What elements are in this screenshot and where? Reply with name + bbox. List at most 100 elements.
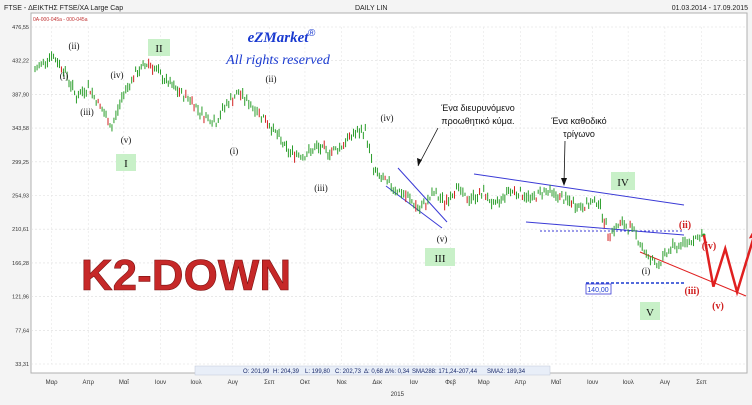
note-expanding-line-1: Ένα διευρυνόμενο [440, 103, 514, 113]
y-tick-label: 476,55 [12, 25, 29, 31]
note-triangle-arrowhead [561, 178, 567, 186]
date-range: 01.03.2014 - 17.09.2015 [672, 5, 748, 12]
wave-label-major-iv: IV [617, 177, 629, 189]
y-tick-label: 254,93 [12, 194, 29, 200]
y-tick-label: 166,28 [12, 261, 29, 267]
note-expanding-line-2: προωθητικό κύμα. [441, 116, 514, 126]
ohlc-sma288: SMA288: 171,24-207,44 [412, 369, 478, 375]
wave-label-ii-b: (ii) [266, 74, 277, 84]
x-tick-label: Σεπ [264, 380, 275, 386]
note-triangle-arrow [563, 140, 566, 185]
ohlc-bar [194, 365, 551, 376]
x-tick-label: Αυγ [228, 380, 238, 386]
x-tick-label: Μαρ [46, 380, 58, 386]
wave-label-iv-c: (iv) [702, 241, 716, 252]
triangle-upper-trendline [473, 173, 685, 206]
instrument-sub: 0A-000-045a - 000-045a [33, 17, 88, 23]
projection-wave-labels: (ii) (iii) (iv) (v) [679, 220, 724, 312]
trendlines [385, 167, 747, 297]
watermark-rights: All rights reserved [225, 53, 331, 68]
wave-label-ii-a: (ii) [69, 41, 80, 51]
x-tick-label: Ιουν [587, 380, 598, 386]
wave-label-major-iii: III [435, 253, 446, 265]
x-tick-label: Ιουν [155, 380, 166, 386]
x-tick-label: Ιουλ [623, 380, 634, 386]
support-label-box [585, 283, 612, 295]
ohlc-low: L: 199,80 [305, 369, 331, 375]
note-expanding-arrow [417, 127, 439, 167]
wave-box-major-i [116, 154, 136, 171]
wave-label-iii-c: (iii) [685, 286, 700, 297]
y-tick-label: 387,90 [12, 92, 29, 98]
wave-label-i-c: (i) [642, 266, 651, 276]
wave-label-iii-a: (iii) [80, 107, 94, 117]
chart-mode: DAILY LIN [355, 5, 387, 12]
x-tick-label: Ιαν [410, 380, 418, 386]
y-tick-label: 77,64 [15, 328, 29, 334]
y-tick-label: 343,58 [12, 126, 29, 132]
ohlc-values: O: 201,99 H: 204,39 L: 199,80 C: 202,73 … [243, 369, 526, 375]
x-tick-label: Νοε [336, 380, 347, 386]
grid [31, 26, 747, 365]
x-tick-label: Μαΐ [119, 379, 129, 386]
projection-arrowhead [748, 232, 752, 239]
minor-wave-labels: (ii) (i) (iv) (iii) (v) (ii) (i) (iii) (… [60, 41, 651, 276]
wave-box-major-ii [148, 39, 170, 56]
wave-box-major-iii [425, 248, 455, 266]
y-axis: 476,55 432,22 387,90 343,58 299,25 254,93 210,… [12, 25, 29, 368]
expanding-upper-trendline [397, 167, 448, 223]
wave-label-i-b: (i) [230, 146, 239, 156]
x-year-label: 2015 [391, 392, 405, 398]
support-label: 140,00 [587, 287, 609, 294]
x-axis: Μαρ Απρ Μαΐ Ιουν Ιουλ Αυγ Σεπ Οκτ Νοε Δεκ Ιαν Φεβ Μα… [46, 379, 707, 398]
ohlc-close: C: 202,73 [335, 369, 362, 375]
y-tick-label: 33,31 [15, 362, 29, 368]
x-tick-label: Απρ [82, 380, 94, 386]
note-triangle-line-1: Ένα καθοδικό [550, 116, 606, 126]
wave-label-iv-a: (iv) [111, 70, 124, 80]
instrument-title: FTSE - ΔΕΙΚΤΗΣ FTSE/XA Large Cap [4, 5, 123, 12]
projection-path [702, 232, 752, 297]
triangle-lower-trendline [525, 221, 685, 236]
ohlc-delta: Δ: 0,68 [364, 369, 384, 375]
wave-label-iii-b: (iii) [314, 183, 328, 193]
x-tick-label: Δεκ [372, 380, 383, 386]
projection-line [702, 234, 752, 297]
x-tick-label: Ιουλ [190, 380, 201, 386]
plot-area [30, 12, 748, 374]
ohlc-high: H: 204,39 [273, 369, 300, 375]
x-tick-label: Φεβ [445, 380, 456, 386]
x-tick-label: Μαρ [478, 380, 490, 386]
note-triangle-line-2: τρίγωνο [563, 129, 595, 139]
wave-label-i-a: (i) [60, 71, 69, 81]
watermark-brand: eZMarket [248, 30, 310, 46]
headline-text: K2-DOWN [81, 251, 291, 300]
ohlc-open: O: 201,99 [243, 369, 270, 375]
wave-label-major-i: I [124, 158, 128, 170]
red-channel-line [639, 251, 747, 297]
price-series [34, 51, 706, 270]
x-tick-label: Αυγ [660, 380, 670, 386]
y-tick-label: 432,22 [12, 59, 29, 65]
ohlc-delta-pct: Δ%: 0,34 [385, 369, 410, 375]
wave-label-v-b: (v) [437, 234, 448, 244]
x-tick-label: Μαΐ [551, 379, 561, 386]
watermark-reg-mark: ® [308, 28, 316, 39]
wave-label-v-a: (v) [121, 135, 132, 145]
wave-label-ii-c: (ii) [679, 220, 691, 231]
wave-label-major-v: V [646, 307, 654, 319]
wave-label-major-ii: II [155, 43, 163, 55]
wave-box-major-iv [611, 172, 635, 190]
x-tick-label: Απρ [515, 380, 527, 386]
ohlc-sma2: SMA2: 189,34 [487, 369, 526, 375]
y-tick-label: 299,25 [12, 160, 29, 166]
y-tick-label: 121,96 [12, 295, 29, 301]
x-tick-label: Οκτ [300, 380, 311, 386]
wave-label-iv-b: (iv) [381, 113, 394, 123]
wave-label-v-c: (v) [712, 301, 724, 312]
x-tick-label: Σεπ [696, 380, 707, 386]
y-tick-label: 210,61 [12, 227, 29, 233]
wave-box-major-v [640, 302, 660, 320]
